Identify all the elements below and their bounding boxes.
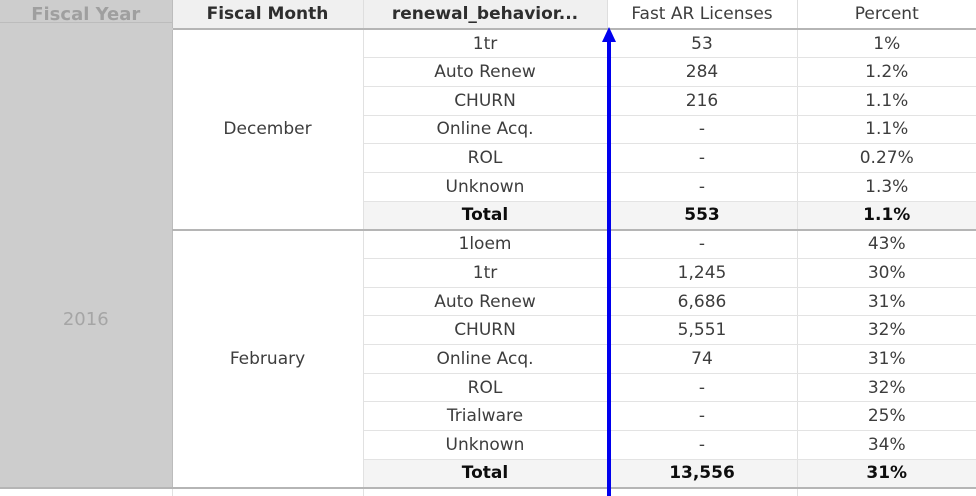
table-row: Unknown - 34% <box>0 430 976 460</box>
cell-percent[interactable]: 1.3% <box>797 172 976 202</box>
cell-licenses[interactable]: 284 <box>607 57 798 87</box>
table-row: Auto Renew 6,686 31% <box>0 287 976 317</box>
cell-behavior[interactable]: Online Acq. <box>363 115 608 145</box>
cell-behavior[interactable]: Trialware <box>363 401 608 432</box>
cell-licenses[interactable]: - <box>607 115 798 145</box>
table-row: Online Acq. - 1.1% <box>0 115 976 145</box>
total-cell-licenses[interactable]: 13,556 <box>607 459 798 489</box>
cell-behavior[interactable]: Unknown <box>363 172 608 202</box>
cell-licenses[interactable]: 74 <box>607 344 798 374</box>
total-row-label[interactable]: Total <box>363 201 608 231</box>
table-row: February 1loem - 43% <box>0 229 976 490</box>
cell-behavior[interactable]: CHURN <box>363 315 608 346</box>
cell-licenses[interactable]: - <box>607 229 798 259</box>
cell-percent[interactable]: 25% <box>797 401 976 432</box>
fiscal-year-label: 2016 <box>62 309 109 330</box>
cell-percent[interactable]: 30% <box>797 258 976 288</box>
cell-behavior[interactable]: Auto Renew <box>363 57 608 87</box>
column-header-fiscal-year[interactable]: Fiscal Year <box>0 0 173 30</box>
total-cell-percent[interactable]: 1.1% <box>797 201 976 231</box>
cell-percent[interactable]: 31% <box>797 344 976 374</box>
cell-percent[interactable]: 43% <box>797 229 976 259</box>
annotation-arrow-line <box>607 40 611 496</box>
cell-licenses[interactable]: 5,551 <box>607 315 798 346</box>
cell-percent[interactable]: 1% <box>797 29 976 59</box>
total-row-december: Total 553 1.1% <box>0 201 976 231</box>
cell-empty <box>607 488 798 496</box>
cell-licenses[interactable]: 53 <box>607 29 798 59</box>
column-header-fast-ar-licenses[interactable]: Fast AR Licenses <box>607 0 798 30</box>
annotation-arrow-head <box>602 27 616 42</box>
cell-behavior[interactable]: 1tr <box>363 29 608 59</box>
cell-behavior[interactable]: ROL <box>363 373 608 403</box>
cell-empty <box>172 488 364 496</box>
cell-percent[interactable]: 1.2% <box>797 57 976 87</box>
table-row-partial <box>0 488 976 496</box>
header-row: Fiscal Year Fiscal Month renewal_behavio… <box>0 0 976 30</box>
table-row: 1tr 1,245 30% <box>0 258 976 288</box>
table-row: 2016 December 1tr 53 1% <box>0 29 976 489</box>
cell-percent[interactable]: 1.1% <box>797 86 976 116</box>
table-row: CHURN 216 1.1% <box>0 86 976 116</box>
cell-percent[interactable]: 1.1% <box>797 115 976 145</box>
cell-empty <box>363 488 608 496</box>
table-row: Online Acq. 74 31% <box>0 344 976 374</box>
table-row: ROL - 32% <box>0 373 976 403</box>
column-header-fiscal-month[interactable]: Fiscal Month <box>172 0 364 30</box>
table-row: ROL - 0.27% <box>0 143 976 173</box>
cell-licenses[interactable]: - <box>607 143 798 173</box>
column-header-renewal-behavior[interactable]: renewal_behavior... <box>363 0 608 30</box>
total-row-february: Total 13,556 31% <box>0 459 976 489</box>
cell-percent[interactable]: 31% <box>797 287 976 317</box>
table-row: CHURN 5,551 32% <box>0 315 976 346</box>
total-row-label[interactable]: Total <box>363 459 608 489</box>
row-header-fiscal-year-2016[interactable]: 2016 <box>0 29 173 489</box>
cell-behavior[interactable]: 1tr <box>363 258 608 288</box>
table-row: Unknown - 1.3% <box>0 172 976 202</box>
cell-behavior[interactable]: CHURN <box>363 86 608 116</box>
cell-licenses[interactable]: - <box>607 373 798 403</box>
table-row: Auto Renew 284 1.2% <box>0 57 976 87</box>
cell-behavior[interactable]: Online Acq. <box>363 344 608 374</box>
cell-percent[interactable]: 32% <box>797 315 976 346</box>
cell-behavior[interactable]: ROL <box>363 143 608 173</box>
cell-licenses[interactable]: - <box>607 172 798 202</box>
cell-empty <box>0 488 173 496</box>
cell-licenses[interactable]: 1,245 <box>607 258 798 288</box>
total-cell-percent[interactable]: 31% <box>797 459 976 489</box>
row-header-month-february[interactable]: February <box>172 229 364 490</box>
cell-licenses[interactable]: 216 <box>607 86 798 116</box>
table-row: Trialware - 25% <box>0 401 976 432</box>
cell-empty <box>797 488 976 496</box>
row-header-month-december[interactable]: December <box>172 29 364 231</box>
cell-licenses[interactable]: 6,686 <box>607 287 798 317</box>
cell-licenses[interactable]: - <box>607 401 798 432</box>
cell-behavior[interactable]: Unknown <box>363 430 608 460</box>
cell-percent[interactable]: 0.27% <box>797 143 976 173</box>
total-cell-licenses[interactable]: 553 <box>607 201 798 231</box>
cell-behavior[interactable]: Auto Renew <box>363 287 608 317</box>
column-header-percent[interactable]: Percent <box>797 0 976 30</box>
cell-licenses[interactable]: - <box>607 430 798 460</box>
cell-behavior[interactable]: 1loem <box>363 229 608 259</box>
cell-percent[interactable]: 32% <box>797 373 976 403</box>
cell-percent[interactable]: 34% <box>797 430 976 460</box>
